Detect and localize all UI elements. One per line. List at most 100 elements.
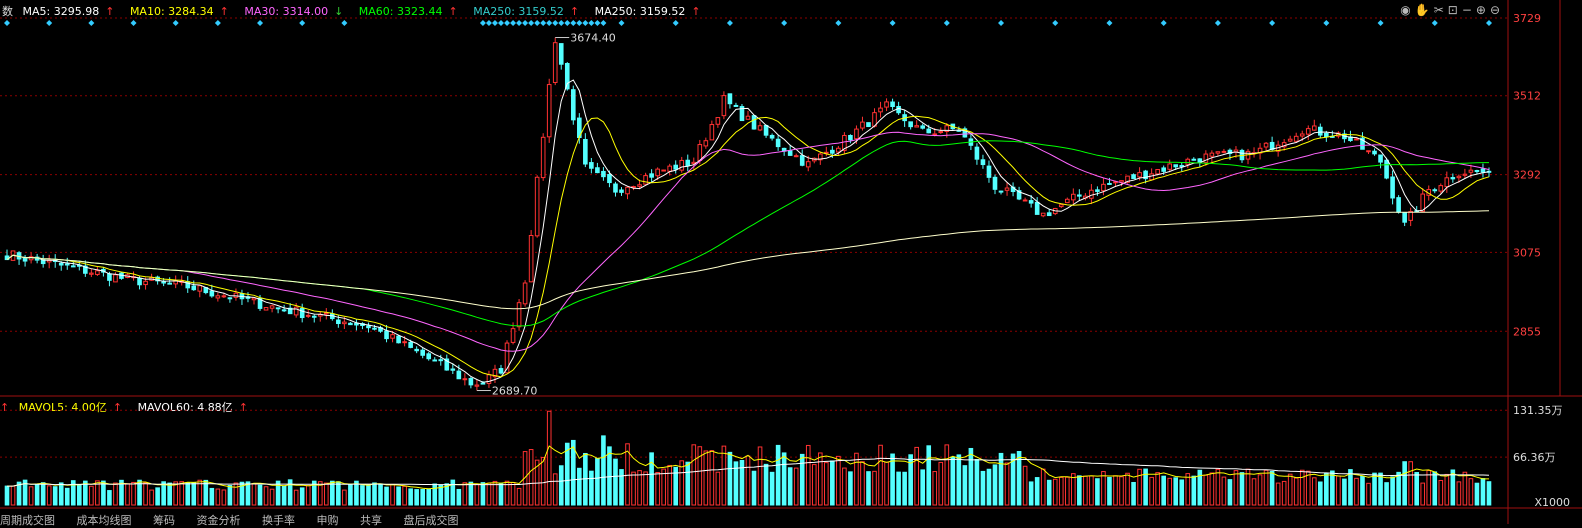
candle (257, 297, 263, 309)
volume-bar (649, 452, 654, 506)
volume-bar (215, 488, 221, 506)
candle (848, 134, 853, 141)
candle (908, 121, 913, 128)
volume-bar (125, 483, 130, 506)
volume-bar (83, 480, 88, 506)
volume-bar (113, 482, 118, 506)
volume-bar (799, 453, 805, 506)
volume-bar (896, 471, 901, 506)
eye-icon[interactable]: ◉ (1400, 3, 1415, 17)
volume-bar (998, 452, 1004, 506)
volume-bar (396, 486, 401, 506)
lock-icon[interactable]: ⊡ (1447, 3, 1462, 17)
candle (161, 281, 166, 284)
volume-bar (504, 480, 510, 506)
volume-bar (1474, 482, 1480, 506)
volume-bar (884, 461, 889, 506)
signal-marker (522, 20, 529, 26)
volume-bar (1107, 476, 1112, 506)
volume-bar (360, 485, 365, 506)
volume-bar (552, 473, 558, 506)
volume-bar (727, 451, 733, 506)
volume-bar (1071, 473, 1076, 506)
candle (992, 176, 998, 190)
volume-bar (902, 471, 907, 506)
candle (1354, 138, 1359, 141)
volume-bar (715, 471, 721, 506)
minus-icon[interactable]: − (1461, 3, 1476, 17)
volume-bar (914, 446, 919, 506)
candle (1191, 158, 1197, 161)
volume-bar (781, 452, 787, 506)
volume-bar (854, 452, 859, 506)
y-tick-label: 3075 (1513, 246, 1541, 259)
volume-bar (191, 482, 197, 506)
volume-bar (311, 480, 317, 506)
volume-bar (1203, 474, 1209, 506)
candle (95, 270, 100, 275)
candle (1016, 190, 1022, 200)
candle (432, 359, 438, 362)
signal-marker (540, 20, 547, 26)
volume-bar (516, 487, 522, 506)
candle (1396, 197, 1401, 213)
signal-marker (172, 20, 179, 26)
candle (137, 277, 142, 286)
volume-bar (450, 479, 456, 506)
volume-bar (872, 470, 877, 506)
volume-bar (733, 461, 739, 506)
volume-bar (257, 484, 263, 506)
candle (191, 285, 197, 291)
candle (342, 321, 347, 325)
ma-line-ma30 (6, 131, 1490, 352)
candle (450, 368, 456, 371)
volume-bar (1185, 473, 1191, 506)
signal-marker (528, 20, 535, 26)
candle (986, 165, 992, 178)
volume-bar (281, 485, 287, 506)
candle (281, 309, 287, 312)
candle (444, 358, 450, 371)
signal-marker (130, 20, 137, 26)
signal-marker (214, 20, 221, 26)
volume-bar (1010, 453, 1016, 506)
candle (1305, 128, 1311, 135)
candle (1101, 183, 1106, 192)
candle (1462, 173, 1468, 176)
hand-icon[interactable]: ✋ (1414, 3, 1434, 17)
volume-bar (619, 469, 624, 506)
volume-bar (305, 485, 311, 506)
volume-bar (1016, 451, 1022, 506)
candle (534, 176, 540, 237)
candle (480, 382, 486, 385)
volume-bar (1311, 477, 1317, 506)
signal-marker (479, 20, 486, 26)
volume-bar (751, 470, 757, 506)
volume-bar (1444, 473, 1450, 506)
candle (372, 327, 377, 330)
candle (733, 104, 739, 107)
scissors-icon[interactable]: ✂ (1433, 3, 1448, 17)
zoom-in-icon[interactable]: ⊕ (1475, 3, 1490, 17)
volume-bar (1083, 475, 1088, 506)
volume-bar (1360, 475, 1365, 506)
volume-bar (528, 449, 534, 506)
volume-bar (992, 464, 998, 506)
signal-marker (594, 20, 601, 26)
volume-bar (709, 450, 715, 506)
candle (697, 144, 703, 162)
volume-bar (492, 480, 498, 506)
volume-bar (667, 464, 672, 506)
candle (866, 122, 871, 128)
volume-bar (119, 479, 124, 506)
volume-bar (498, 483, 504, 506)
candle (631, 186, 636, 189)
signal-marker (4, 20, 11, 26)
zoom-out-icon[interactable]: ⊖ (1489, 3, 1504, 17)
candle (1155, 168, 1160, 175)
candle (486, 374, 492, 384)
volume-bar (1197, 469, 1203, 506)
volume-bar (522, 451, 528, 506)
volume-bar (805, 444, 811, 506)
